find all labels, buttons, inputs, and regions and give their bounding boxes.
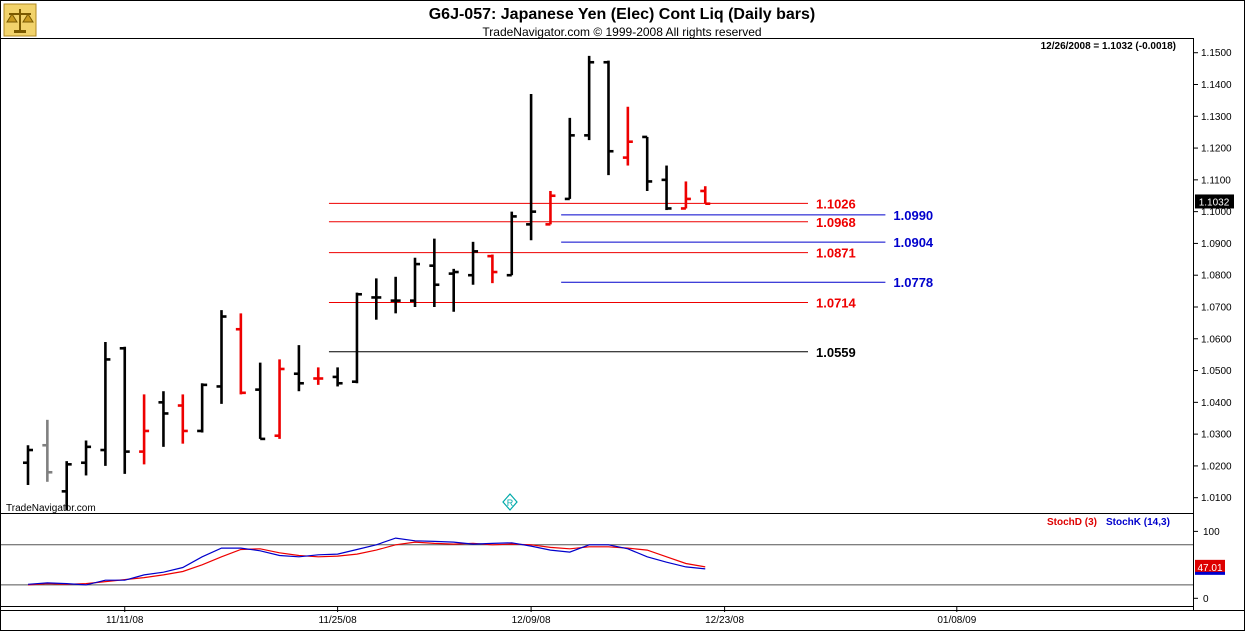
ohlc-bar — [274, 359, 285, 439]
stoch-last-label: 47.01 — [1195, 559, 1225, 575]
ohlc-bar — [293, 345, 304, 392]
stoch-d-legend: StochD (3) — [1047, 517, 1097, 528]
price-y-tick-label: 1.1200 — [1201, 144, 1232, 155]
price-y-tick-label: 1.0300 — [1201, 430, 1232, 441]
ohlc-bar — [100, 341, 111, 466]
ohlc-bar — [468, 241, 479, 285]
x-tick-label: 12/23/08 — [705, 615, 744, 626]
ohlc-bar — [680, 181, 691, 210]
ohlc-bar — [564, 117, 575, 201]
stoch-y-tick-label: 100 — [1203, 527, 1220, 538]
price-y-tick-label: 1.0700 — [1201, 302, 1232, 313]
stoch-y-tick-label: 0 — [1203, 594, 1209, 605]
level-label: 1.0871 — [816, 246, 856, 261]
x-tick-label: 11/11/08 — [106, 615, 144, 626]
chart-title: G6J-057: Japanese Yen (Elec) Cont Liq (D… — [429, 6, 816, 23]
level-label: 1.0559 — [816, 345, 856, 360]
ohlc-bar — [622, 106, 633, 166]
price-y-tick-label: 1.1000 — [1201, 207, 1232, 218]
level-label: 1.0968 — [816, 215, 856, 230]
price-y-tick-label: 1.0500 — [1201, 366, 1232, 377]
stoch-series-line — [27, 537, 706, 586]
ohlc-bar — [139, 394, 150, 465]
svg-text:R: R — [507, 498, 514, 508]
stoch-last-box-k — [1195, 571, 1225, 575]
ohlc-bar — [255, 362, 266, 441]
stoch-series-line — [27, 541, 706, 586]
price-levels: 1.1026 1.0968 1.0871 1.0714 1.0559 1.0990 1.09… — [328, 196, 934, 360]
price-y-tick-label: 1.1500 — [1201, 48, 1232, 59]
ohlc-bar — [197, 383, 208, 433]
price-y-tick-label: 1.0200 — [1201, 461, 1232, 472]
level-label: 1.0714 — [816, 296, 857, 311]
ohlc-bar — [661, 165, 672, 211]
price-y-tick-label: 1.0100 — [1201, 493, 1232, 504]
x-axis: 11/11/08 11/25/08 12/09/08 12/23/08 01/08/09 — [106, 606, 977, 626]
ohlc-bar — [526, 94, 537, 241]
ohlc-bar — [390, 276, 401, 314]
ohlc-bar — [177, 394, 188, 444]
level-label: 1.0904 — [893, 235, 934, 250]
ohlc-bar — [448, 268, 459, 312]
price-pane — [0, 38, 1194, 514]
ohlc-bar — [81, 440, 92, 476]
ohlc-bar — [410, 257, 420, 307]
stoch-lines — [27, 537, 706, 586]
price-y-axis: 1.1500 1.1400 1.1300 1.1200 1.1100 1.1000 1.09… — [1193, 48, 1232, 504]
ohlc-bar — [371, 278, 382, 320]
price-bars — [23, 55, 711, 511]
price-y-tick-label: 1.1300 — [1201, 112, 1232, 123]
ohlc-bar — [313, 367, 324, 385]
ohlc-bar — [429, 238, 440, 307]
x-tick-label: 11/25/08 — [319, 615, 358, 626]
ohlc-bar — [235, 313, 246, 395]
ohlc-bar — [506, 211, 517, 277]
price-y-tick-label: 1.0600 — [1201, 334, 1232, 345]
ohlc-bar — [545, 190, 556, 226]
ohlc-bar — [603, 60, 614, 176]
event-marker: R — [502, 493, 518, 511]
price-y-tick-label: 1.0800 — [1201, 271, 1232, 282]
x-tick-label: 01/08/09 — [937, 615, 976, 626]
price-y-tick-label: 1.0400 — [1201, 398, 1232, 409]
stoch-last-box — [1195, 559, 1225, 574]
ohlc-bar — [351, 292, 362, 384]
ohlc-bar — [700, 186, 711, 205]
x-tick-label: 12/09/08 — [512, 615, 551, 626]
last-quote: 12/26/2008 = 1.1032 (-0.0018) — [1041, 41, 1176, 52]
level-label: 1.0990 — [893, 208, 933, 223]
copyright-text: TradeNavigator.com © 1999-2008 All right… — [482, 25, 761, 39]
scales-logo-icon — [3, 3, 37, 37]
level-label: 1.1026 — [816, 196, 856, 211]
last-price-box — [1195, 194, 1234, 209]
ohlc-bar — [61, 461, 72, 511]
watermark: TradeNavigator.com — [6, 503, 96, 514]
ohlc-bar — [642, 135, 653, 191]
ohlc-bar — [487, 254, 498, 284]
price-last-label: 1.1032 — [1195, 194, 1234, 209]
price-y-tick-label: 1.1100 — [1201, 175, 1231, 186]
ohlc-bar — [23, 445, 33, 485]
ohlc-bar — [332, 367, 343, 387]
level-label: 1.0778 — [893, 275, 933, 290]
stoch-k-legend: StochK (14,3) — [1106, 517, 1170, 528]
last-price-text: 1.1032 — [1199, 197, 1230, 208]
ohlc-bar — [158, 391, 169, 447]
stochastic-pane — [0, 513, 1194, 607]
ohlc-bar — [119, 346, 130, 474]
ohlc-bar — [584, 55, 595, 141]
price-y-tick-label: 1.0900 — [1201, 239, 1232, 250]
stoch-last-text: 47.01 — [1197, 563, 1222, 574]
ohlc-bar — [216, 310, 227, 404]
ohlc-bar — [42, 419, 53, 482]
price-y-tick-label: 1.1400 — [1201, 80, 1232, 91]
